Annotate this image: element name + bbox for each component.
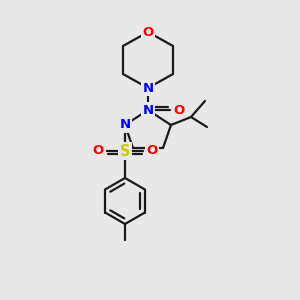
Text: N: N xyxy=(119,118,130,131)
Text: S: S xyxy=(120,143,130,158)
Text: O: O xyxy=(142,26,154,38)
Text: O: O xyxy=(146,145,158,158)
Text: N: N xyxy=(142,103,154,116)
Text: O: O xyxy=(173,103,184,116)
Text: O: O xyxy=(92,145,104,158)
Text: N: N xyxy=(142,82,154,94)
